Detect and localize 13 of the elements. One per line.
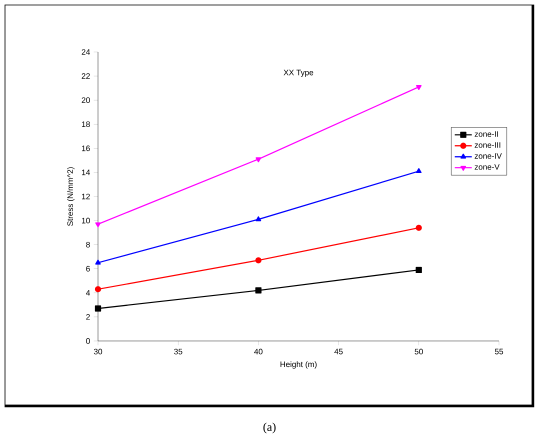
point — [94, 305, 102, 312]
point — [255, 257, 262, 264]
text: (a) — [263, 422, 276, 434]
point — [416, 168, 422, 174]
point — [255, 287, 262, 294]
point — [416, 224, 422, 231]
point — [416, 266, 422, 274]
point — [95, 222, 101, 228]
point — [95, 260, 101, 265]
point — [256, 216, 262, 222]
point — [94, 286, 102, 292]
point — [256, 157, 262, 162]
point — [416, 85, 422, 90]
